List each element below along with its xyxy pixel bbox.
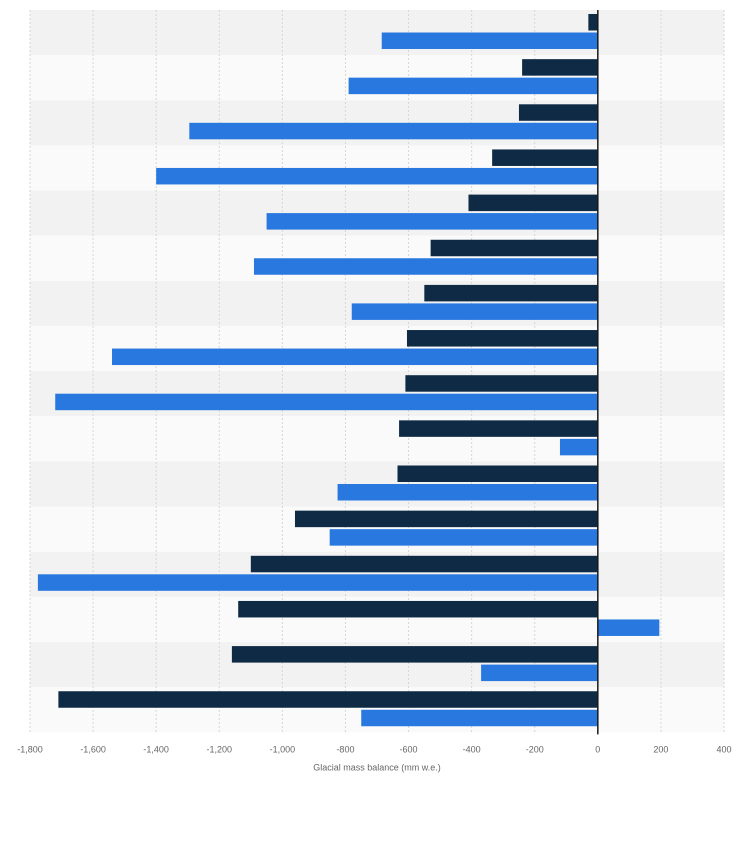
bar-series-1	[588, 14, 598, 31]
bar-series-2	[55, 393, 598, 411]
row-band	[30, 416, 724, 462]
x-tick-label: 400	[716, 744, 731, 754]
bar-series-2	[156, 167, 598, 185]
x-tick-label: -1,000	[270, 744, 296, 754]
x-tick-label: -600	[400, 744, 418, 754]
bar-series-2	[559, 438, 598, 456]
bars	[37, 14, 660, 727]
x-axis-title: Glacial mass balance (mm w.e.)	[313, 762, 441, 772]
bar-series-1	[250, 555, 598, 573]
x-axis-tick-labels: -1,800 -1,600 -1,400 -1,200 -1,000 -800 -600 -4…	[17, 744, 731, 754]
bar-series-1	[58, 691, 598, 708]
bar-series-2	[481, 664, 598, 682]
bar-series-1	[397, 465, 598, 482]
bar-series-1	[238, 600, 598, 618]
x-tick-label: -200	[526, 744, 544, 754]
x-tick-label: -1,800	[17, 744, 43, 754]
x-tick-label: -1,400	[143, 744, 169, 754]
x-tick-label: 0	[595, 744, 600, 754]
x-tick-label: -1,600	[80, 744, 106, 754]
bar-series-2	[37, 574, 598, 591]
bar-series-2	[112, 348, 598, 366]
bar-series-2	[348, 77, 598, 95]
bar-series-1	[430, 239, 598, 257]
bar-series-1	[522, 59, 598, 76]
bar-series-2	[381, 32, 598, 49]
bar-series-2	[189, 122, 598, 140]
bar-series-1	[294, 510, 598, 528]
x-tick-label: -1,200	[207, 744, 233, 754]
bar-series-1	[492, 149, 598, 166]
row-band	[30, 10, 724, 56]
bar-series-2	[351, 303, 598, 320]
bar-series-2	[253, 258, 598, 275]
x-tick-label: -800	[336, 744, 354, 754]
x-tick-label: -400	[463, 744, 481, 754]
x-tick-label: 200	[653, 744, 668, 754]
bar-series-1	[231, 646, 598, 663]
bar-series-2	[337, 484, 598, 501]
bar-series-2	[266, 213, 598, 230]
bar-series-1	[399, 420, 598, 437]
bar-series-1	[424, 284, 598, 302]
bar-series-2	[361, 709, 598, 727]
bar-series-1	[405, 375, 598, 392]
bar-series-2	[597, 619, 660, 636]
bar-series-1	[518, 104, 598, 121]
bar-series-1	[468, 194, 598, 212]
bar-series-2	[329, 529, 598, 546]
bar-series-1	[406, 330, 598, 347]
